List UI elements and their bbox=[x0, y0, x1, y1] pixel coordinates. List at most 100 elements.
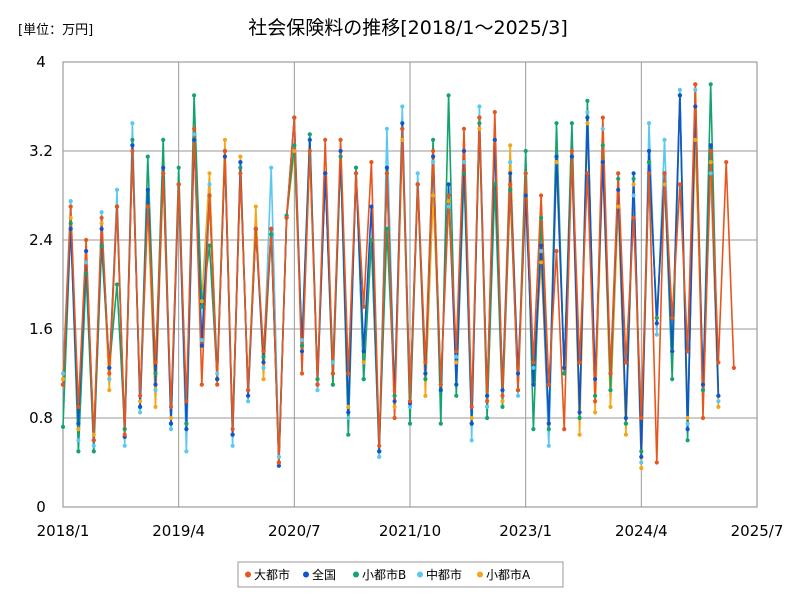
data-point bbox=[546, 421, 551, 426]
data-point bbox=[662, 171, 667, 176]
data-point bbox=[377, 454, 382, 459]
data-point bbox=[138, 410, 143, 415]
data-point bbox=[346, 415, 351, 421]
data-point bbox=[68, 226, 73, 231]
data-point bbox=[446, 93, 451, 98]
data-point bbox=[677, 93, 683, 98]
data-point bbox=[84, 237, 89, 243]
data-point bbox=[639, 466, 644, 471]
data-point bbox=[246, 393, 251, 398]
data-point bbox=[639, 415, 644, 421]
data-point bbox=[539, 243, 544, 248]
data-point bbox=[693, 82, 698, 87]
data-point bbox=[608, 388, 613, 393]
data-point bbox=[485, 415, 490, 421]
y-tick-label: 0 bbox=[36, 498, 46, 516]
legend: 大都市 全国 小都市B 中都市 小都市A bbox=[245, 567, 531, 582]
data-point bbox=[554, 154, 559, 159]
data-point bbox=[431, 148, 436, 154]
data-point bbox=[716, 399, 721, 404]
data-point bbox=[153, 360, 158, 365]
data-point bbox=[338, 148, 343, 154]
data-point bbox=[400, 126, 405, 131]
data-point bbox=[469, 421, 474, 426]
data-point bbox=[461, 160, 467, 165]
data-point bbox=[353, 171, 359, 176]
data-point bbox=[199, 299, 204, 304]
data-point bbox=[168, 415, 174, 421]
data-point bbox=[492, 137, 497, 142]
legend-label: 小都市A bbox=[486, 567, 531, 582]
data-point bbox=[338, 137, 343, 142]
data-point bbox=[454, 349, 459, 354]
data-point bbox=[76, 404, 81, 409]
data-point bbox=[623, 360, 629, 365]
data-point bbox=[261, 349, 266, 354]
data-point bbox=[639, 454, 644, 459]
data-point bbox=[369, 160, 374, 165]
data-point bbox=[276, 460, 281, 465]
data-point bbox=[485, 399, 490, 404]
data-point bbox=[631, 215, 636, 220]
legend-box bbox=[237, 561, 564, 588]
data-point bbox=[477, 126, 482, 131]
data-point bbox=[246, 388, 251, 393]
x-tick-labels: 2018/1 2019/4 2020/7 2021/10 2023/1 2024/4 202… bbox=[37, 522, 784, 540]
data-point bbox=[500, 404, 505, 409]
data-point bbox=[485, 393, 490, 398]
data-point bbox=[407, 404, 413, 409]
data-point bbox=[400, 104, 405, 109]
data-point bbox=[377, 449, 382, 454]
x-tick-label: 2019/4 bbox=[152, 522, 205, 540]
data-point bbox=[184, 427, 189, 432]
data-point bbox=[577, 415, 582, 421]
data-point bbox=[292, 143, 297, 148]
legend-marker bbox=[303, 571, 309, 578]
data-point bbox=[446, 193, 451, 198]
legend-marker bbox=[477, 571, 483, 578]
data-point bbox=[577, 360, 582, 365]
unit-label: [単位：万円] bbox=[18, 22, 93, 38]
data-point bbox=[407, 421, 413, 426]
series-lines bbox=[62, 83, 735, 469]
data-point bbox=[639, 449, 644, 454]
data-point bbox=[415, 171, 420, 176]
data-point bbox=[346, 432, 351, 437]
data-point bbox=[238, 165, 243, 170]
data-point bbox=[500, 393, 505, 398]
data-point bbox=[693, 87, 698, 92]
data-point bbox=[369, 237, 374, 243]
data-point bbox=[130, 143, 135, 148]
data-point bbox=[631, 193, 636, 198]
y-tick-labels: 0 0.8 1.6 2.4 3.2 4 bbox=[29, 53, 53, 516]
data-point bbox=[207, 193, 212, 198]
data-point bbox=[315, 382, 320, 387]
data-point bbox=[192, 132, 197, 137]
data-point bbox=[477, 104, 482, 109]
data-point bbox=[222, 148, 227, 154]
data-point bbox=[261, 354, 266, 359]
data-point bbox=[299, 343, 305, 348]
data-point bbox=[654, 332, 659, 337]
legend-label: 全国 bbox=[312, 567, 336, 582]
data-point bbox=[215, 377, 220, 382]
data-point bbox=[192, 137, 197, 142]
data-point bbox=[199, 338, 204, 343]
data-point bbox=[307, 132, 312, 137]
data-point bbox=[384, 171, 389, 176]
data-point bbox=[130, 121, 135, 126]
data-point bbox=[431, 193, 436, 198]
data-point bbox=[168, 404, 174, 409]
data-point bbox=[269, 226, 274, 231]
data-point bbox=[346, 410, 351, 415]
data-point bbox=[469, 404, 474, 409]
data-point bbox=[222, 137, 227, 142]
data-point bbox=[446, 182, 451, 187]
data-point bbox=[554, 121, 559, 126]
data-point bbox=[446, 204, 451, 209]
data-point bbox=[76, 438, 81, 443]
data-point bbox=[685, 415, 690, 421]
data-point bbox=[708, 148, 713, 154]
data-point bbox=[138, 404, 143, 409]
